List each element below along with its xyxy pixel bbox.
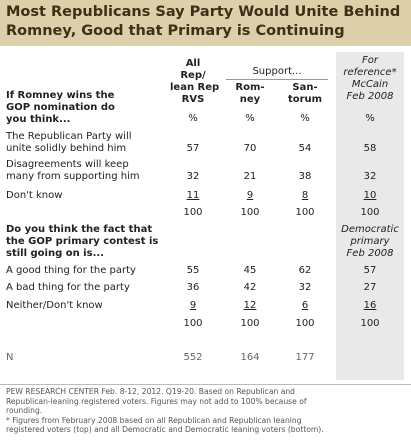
q1-total-santorum: 100 bbox=[295, 207, 315, 218]
santorum-header: San- torum bbox=[287, 82, 323, 105]
q1-total-romney: 100 bbox=[240, 207, 260, 218]
footnote-divider bbox=[0, 384, 411, 385]
q2-row-3-santorum: 6 bbox=[301, 300, 309, 311]
q2-total-santorum: 100 bbox=[295, 318, 315, 329]
q1-row-3-romney: 9 bbox=[246, 190, 254, 201]
pct-all: % bbox=[188, 113, 198, 124]
q2-row-3-all: 9 bbox=[189, 300, 197, 311]
reference-column-background bbox=[336, 52, 404, 380]
q1-row-1-reference: 58 bbox=[363, 143, 377, 154]
n-romney: 164 bbox=[240, 352, 260, 363]
q2-row-1-reference: 57 bbox=[363, 265, 377, 276]
q1-row-1-santorum: 54 bbox=[298, 143, 312, 154]
romney-header: Rom- ney bbox=[235, 82, 265, 105]
reference-header: For reference* McCain Feb 2008 bbox=[343, 55, 397, 102]
q1-row-1-label: The Republican Party will unite solidly … bbox=[6, 131, 132, 154]
q1-total-reference: 100 bbox=[360, 207, 380, 218]
q2-row-2-all: 36 bbox=[186, 282, 200, 293]
q2-row-3-label: Neither/Don't know bbox=[6, 300, 103, 311]
q2-total-romney: 100 bbox=[240, 318, 260, 329]
n-santorum: 177 bbox=[295, 352, 315, 363]
q2-row-2-reference: 27 bbox=[363, 282, 377, 293]
q1-row-3-santorum: 8 bbox=[301, 190, 309, 201]
title-line-1: Most Republicans Say Party Would Unite B… bbox=[6, 4, 401, 20]
pct-romney: % bbox=[245, 113, 255, 124]
q2-row-3-romney: 12 bbox=[243, 300, 257, 311]
q2-reference-header: Democratic primary Feb 2008 bbox=[341, 224, 399, 259]
q1-row-1-all: 57 bbox=[186, 143, 200, 154]
title-bar bbox=[0, 0, 411, 46]
q1-row-2-all: 32 bbox=[186, 171, 200, 182]
q2-row-1-all: 55 bbox=[186, 265, 200, 276]
q1-row-3-all: 11 bbox=[186, 190, 200, 201]
q2-total-reference: 100 bbox=[360, 318, 380, 329]
q1-row-3-reference: 10 bbox=[363, 190, 377, 201]
pct-reference: % bbox=[365, 113, 375, 124]
q1-total-all: 100 bbox=[183, 207, 203, 218]
title-line-2: Romney, Good that Primary is Continuing bbox=[6, 23, 345, 39]
q2-row-1-romney: 45 bbox=[243, 265, 257, 276]
q2-row-1-label: A good thing for the party bbox=[6, 265, 136, 276]
q1-row-2-label: Disagreements will keep many from suppor… bbox=[6, 159, 140, 182]
n-label: N bbox=[6, 352, 14, 363]
q1-row-1-romney: 70 bbox=[243, 143, 257, 154]
n-all: 552 bbox=[183, 352, 203, 363]
q2-row-2-romney: 42 bbox=[243, 282, 257, 293]
q2-row-2-santorum: 32 bbox=[298, 282, 312, 293]
q2-total-all: 100 bbox=[183, 318, 203, 329]
q1-row-3-label: Don't know bbox=[6, 190, 63, 201]
q1-row-2-santorum: 38 bbox=[298, 171, 312, 182]
pct-santorum: % bbox=[300, 113, 310, 124]
q2-row-1-santorum: 62 bbox=[298, 265, 312, 276]
all-rep-header: All Rep/ lean Rep RVS bbox=[170, 58, 220, 105]
q2-row-3-reference: 16 bbox=[363, 300, 377, 311]
q2-row-2-label: A bad thing for the party bbox=[6, 282, 130, 293]
q1-row-2-romney: 21 bbox=[243, 171, 257, 182]
chart-title: Most Republicans Say Party Would Unite B… bbox=[6, 3, 406, 41]
question-1: If Romney wins the GOP nomination do you… bbox=[6, 90, 115, 125]
support-divider bbox=[226, 79, 328, 80]
support-header: Support... bbox=[252, 66, 302, 77]
q1-row-2-reference: 32 bbox=[363, 171, 377, 182]
footnote-source: PEW RESEARCH CENTER Feb. 8-12, 2012. Q19… bbox=[6, 387, 324, 435]
question-2: Do you think the fact that the GOP prima… bbox=[6, 224, 159, 259]
